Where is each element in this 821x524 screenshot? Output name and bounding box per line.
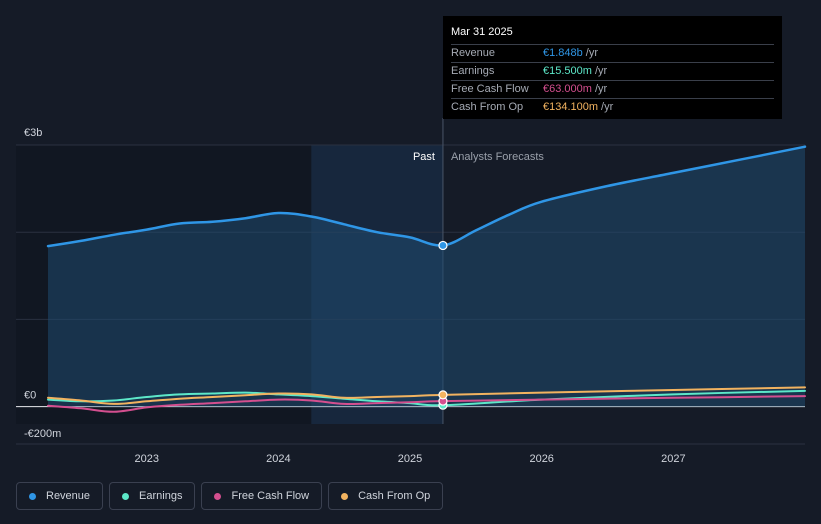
tooltip: Mar 31 2025 Revenue €1.848b/yr Earnings €15… (443, 16, 782, 119)
tooltip-row: Earnings €15.500m/yr (451, 62, 774, 80)
x-tick-label: 2025 (398, 453, 422, 465)
tooltip-row-value: €63.000m (543, 83, 592, 95)
tooltip-row-value: €15.500m (543, 65, 592, 77)
tooltip-row-name: Free Cash Flow (451, 83, 529, 95)
tooltip-row-unit: /yr (585, 47, 598, 59)
tooltip-row-name: Earnings (451, 65, 495, 77)
tooltip-row-name: Revenue (451, 47, 496, 59)
x-tick-label: 2023 (134, 453, 158, 465)
revenue-area (48, 146, 805, 407)
legend-dot-icon (341, 492, 349, 500)
y-tick-label: -€200m (24, 428, 61, 440)
legend: Revenue Earnings Free Cash Flow Cash From O… (16, 482, 444, 512)
x-tick-label: 2024 (266, 453, 290, 465)
legend-label: Revenue (46, 490, 91, 502)
legend-label: Free Cash Flow (231, 490, 310, 502)
free-cash-flow-line (47, 395, 806, 413)
x-tick-label: 2026 (529, 453, 553, 465)
revenue-line (46, 145, 807, 248)
tooltip-row-unit: /yr (594, 83, 608, 95)
tooltip-row-value: €134.100m (543, 101, 599, 113)
legend-dot-icon (214, 492, 222, 500)
legend-dot-icon (29, 492, 36, 500)
past-label: Past (413, 151, 435, 163)
tooltip-row: Revenue €1.848b/yr (451, 44, 774, 62)
tooltip-row-unit: /yr (601, 101, 614, 113)
forecast-label: Analysts Forecasts (451, 151, 544, 163)
tooltip-date: Mar 31 2025 (451, 26, 513, 38)
revenue-marker (438, 240, 448, 251)
legend-label: Earnings (139, 490, 183, 502)
legend-item-free-cash-flow[interactable]: Free Cash Flow (201, 482, 323, 510)
legend-item-earnings[interactable]: Earnings (109, 482, 196, 510)
tooltip-row-unit: /yr (594, 65, 608, 77)
x-tick-label: 2027 (661, 453, 685, 465)
tooltip-row: Cash From Op €134.100m/yr (451, 98, 774, 116)
tooltip-row: Free Cash Flow €63.000m/yr (451, 80, 774, 98)
legend-item-revenue[interactable]: Revenue (16, 482, 104, 510)
y-tick-label: €3b (24, 127, 42, 139)
tooltip-row-value: €1.848b (543, 47, 583, 59)
legend-dot-icon (122, 492, 130, 500)
cash-from-op-marker (438, 390, 448, 400)
tooltip-row-name: Cash From Op (451, 101, 524, 113)
cash-from-op-line (47, 386, 806, 405)
y-tick-label: €0 (24, 390, 36, 402)
legend-label: Cash From Op (358, 490, 431, 502)
legend-item-cash-from-op[interactable]: Cash From Op (328, 482, 444, 510)
